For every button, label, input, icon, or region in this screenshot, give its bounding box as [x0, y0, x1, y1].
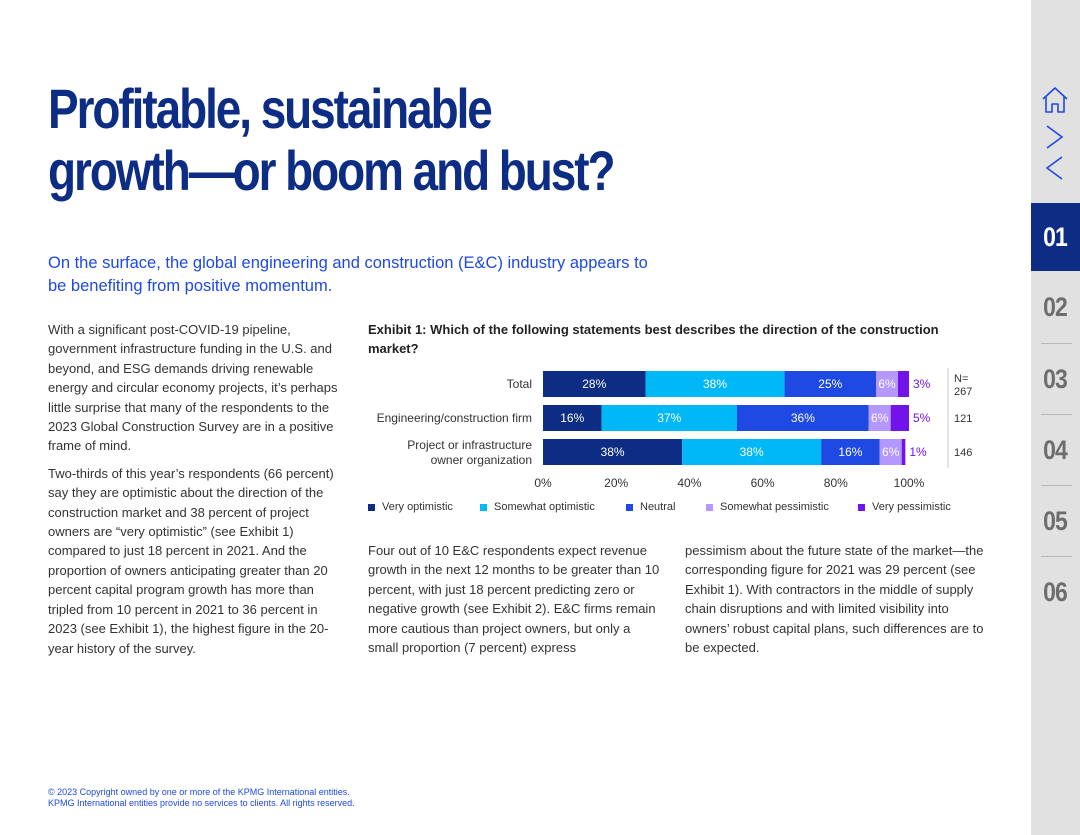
- category-label: Total: [507, 377, 532, 391]
- legend-item: Very pessimistic: [858, 501, 951, 513]
- legend-swatch: [480, 503, 487, 511]
- n-header: N=: [954, 373, 968, 385]
- section-02[interactable]: 02: [1043, 291, 1069, 322]
- n-value: 267: [954, 386, 972, 398]
- legend-item: Very optimistic: [368, 501, 453, 513]
- data-label: 28%: [582, 377, 606, 391]
- section-divider: [1041, 414, 1072, 415]
- middle-column-text: Four out of 10 E&C respondents expect re…: [368, 543, 660, 656]
- section-01[interactable]: 01: [1031, 203, 1080, 271]
- bar-segment: [879, 439, 902, 465]
- page-title: Profitable, sustainable growth—or boom a…: [48, 78, 638, 202]
- x-tick-label: 0%: [534, 476, 552, 490]
- legend-swatch: [706, 503, 713, 511]
- bar-segment: [890, 405, 909, 431]
- legend-swatch: [626, 503, 633, 511]
- data-label: 25%: [818, 377, 842, 391]
- footer-line-1: © 2023 Copyright owned by one or more of…: [48, 787, 350, 797]
- section-divider: [1041, 343, 1072, 344]
- bar-segment: [543, 405, 602, 431]
- bar-segment: [821, 439, 880, 465]
- data-label: 3%: [913, 377, 931, 391]
- section-05[interactable]: 05: [1043, 505, 1069, 536]
- category-label: Engineering/construction firm: [377, 411, 532, 425]
- data-label: 16%: [560, 411, 584, 425]
- legend-label: Very optimistic: [382, 501, 453, 513]
- footer-line-2: KPMG International entities provide no s…: [48, 798, 355, 808]
- section-03[interactable]: 03: [1043, 363, 1069, 394]
- legend-label: Very pessimistic: [872, 501, 951, 513]
- legend-label: Somewhat pessimistic: [720, 501, 829, 513]
- section-divider: [1041, 556, 1072, 557]
- bar-segment: [868, 405, 891, 431]
- stacked-bar-chart: Total 28% 38% 25% 6% 3% N= 267 Engineering/const…: [368, 366, 980, 526]
- chevron-left-icon[interactable]: [1040, 155, 1070, 181]
- right-column-text: pessimism about the future state of the …: [685, 543, 984, 656]
- section-divider: [1041, 485, 1072, 486]
- chart-legend: Very optimistic Somewhat optimistic Neutra…: [368, 501, 980, 517]
- bar-segment: [645, 371, 785, 397]
- bar-segment: [543, 439, 683, 465]
- intro-text: On the surface, the global engineering a…: [48, 254, 648, 295]
- category-label: Project or infrastructure: [407, 438, 532, 452]
- home-icon[interactable]: [1040, 85, 1070, 115]
- legend-swatch: [858, 503, 865, 511]
- section-sidebar: [1031, 0, 1080, 835]
- data-label: 38%: [740, 445, 764, 459]
- legend-item: Neutral: [626, 501, 675, 513]
- data-label: 5%: [913, 411, 931, 425]
- category-label: owner organization: [431, 453, 532, 467]
- legend-item: Somewhat optimistic: [480, 501, 595, 513]
- legend-label: Neutral: [640, 501, 676, 513]
- chart-svg: Total 28% 38% 25% 6% 3% N=267 Engineering/const…: [377, 368, 972, 490]
- bar-segment: [736, 405, 869, 431]
- exhibit-title: Exhibit 1: Which of the following statem…: [368, 322, 939, 356]
- x-tick-label: 100%: [894, 476, 925, 490]
- n-value: 121: [954, 413, 972, 425]
- bar-segment: [543, 371, 646, 397]
- n-value: 146: [954, 447, 972, 459]
- data-label: 38%: [601, 445, 625, 459]
- bar-segment: [784, 371, 877, 397]
- x-tick-label: 20%: [604, 476, 628, 490]
- legend-item: Somewhat pessimistic: [706, 501, 829, 513]
- title-line-2: growth—or boom and bust?: [48, 139, 616, 202]
- data-label: 6%: [871, 411, 889, 425]
- bar-segment: [601, 405, 737, 431]
- x-tick-label: 60%: [751, 476, 775, 490]
- chevron-right-icon[interactable]: [1040, 124, 1070, 150]
- data-label: 36%: [791, 411, 815, 425]
- left-paragraph-1: With a significant post-COVID-19 pipelin…: [48, 322, 338, 454]
- title-line-1: Profitable, sustainable: [48, 77, 493, 140]
- section-06[interactable]: 06: [1043, 576, 1069, 607]
- data-label: 37%: [657, 411, 681, 425]
- left-column: With a significant post-COVID-19 pipelin…: [48, 320, 348, 666]
- section-04[interactable]: 04: [1043, 434, 1069, 465]
- left-paragraph-2: Two-thirds of this year’s respondents (6…: [48, 465, 334, 656]
- bar-segment: [876, 371, 899, 397]
- data-label: 6%: [878, 377, 896, 391]
- bar-segment: [901, 439, 906, 465]
- data-label: 38%: [703, 377, 727, 391]
- bar-segment: [682, 439, 822, 465]
- data-label: 6%: [882, 445, 900, 459]
- data-label: 16%: [838, 445, 862, 459]
- data-label: 1%: [909, 445, 927, 459]
- x-tick-label: 40%: [677, 476, 701, 490]
- legend-label: Somewhat optimistic: [494, 501, 595, 513]
- legend-swatch: [368, 503, 375, 511]
- x-tick-label: 80%: [824, 476, 848, 490]
- copyright-footer: © 2023 Copyright owned by one or more of…: [48, 787, 548, 809]
- bar-segment: [898, 371, 909, 397]
